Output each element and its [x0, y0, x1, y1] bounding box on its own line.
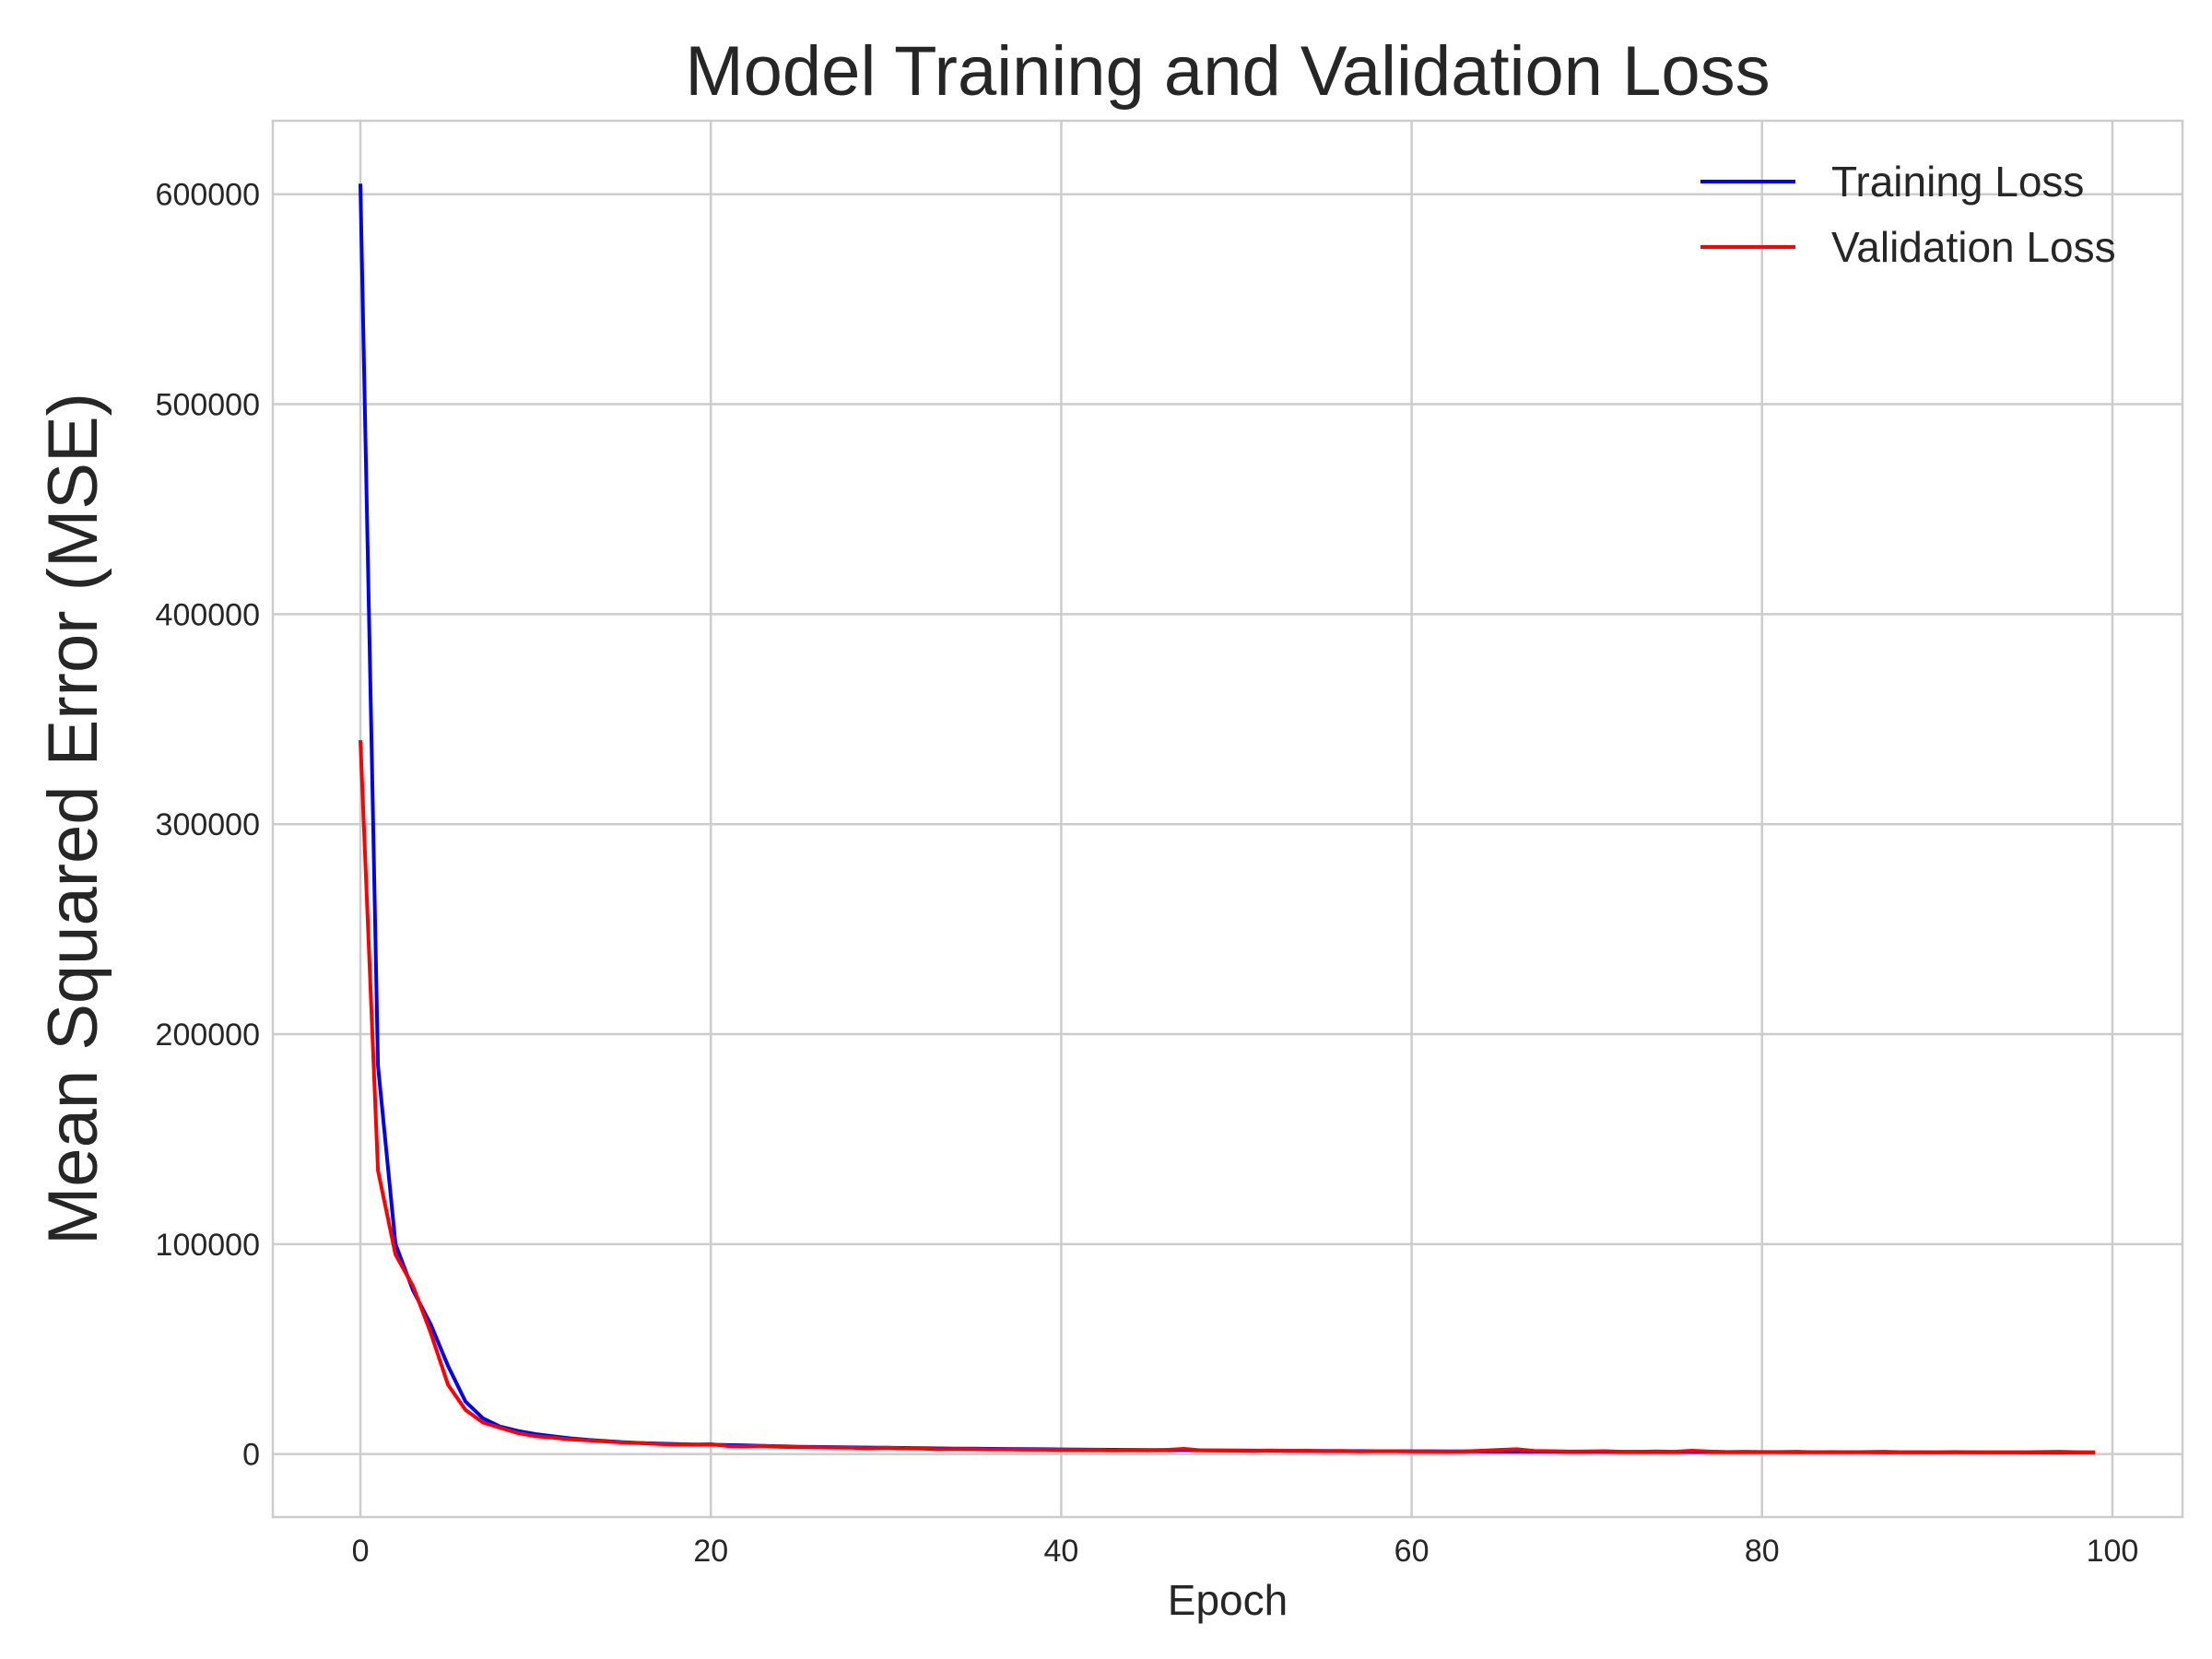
- x-tick-label: 80: [1745, 1534, 1780, 1569]
- tick-labels: 0 20 40 60 80 100 0 100000 200000 300000 400000 500…: [156, 178, 2139, 1569]
- series-line-training-loss: [359, 183, 2095, 1454]
- legend-label-validation-loss: Validation Loss: [1831, 223, 2116, 271]
- x-axis-label: Epoch: [1168, 1576, 1288, 1624]
- grid: [273, 121, 2183, 1517]
- chart-title: Model Training and Validation Loss: [685, 32, 1770, 111]
- y-tick-label: 300000: [156, 807, 260, 842]
- plot-frame: [271, 119, 2184, 1519]
- y-tick-label: 100000: [156, 1228, 260, 1263]
- legend-label-training-loss: Training Loss: [1831, 158, 2084, 206]
- x-tick-label: 40: [1043, 1534, 1078, 1569]
- x-tick-label: 20: [693, 1534, 728, 1569]
- series-lines: [359, 183, 2096, 1454]
- x-tick-label: 0: [352, 1534, 370, 1569]
- y-tick-label: 200000: [156, 1018, 260, 1053]
- x-tick-label: 60: [1394, 1534, 1430, 1569]
- legend: Training Loss Validation Loss: [1700, 158, 2116, 271]
- y-tick-label: 400000: [156, 597, 260, 632]
- y-tick-label: 0: [242, 1438, 260, 1473]
- y-tick-label: 500000: [156, 388, 260, 423]
- y-tick-label: 600000: [156, 178, 260, 213]
- x-tick-label: 100: [2087, 1534, 2139, 1569]
- y-axis-label: Mean Squared Error (MSE): [34, 393, 112, 1245]
- series-line-validation-loss: [359, 740, 2096, 1454]
